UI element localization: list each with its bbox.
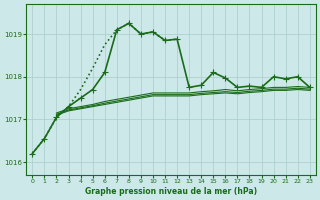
X-axis label: Graphe pression niveau de la mer (hPa): Graphe pression niveau de la mer (hPa) [85, 187, 257, 196]
